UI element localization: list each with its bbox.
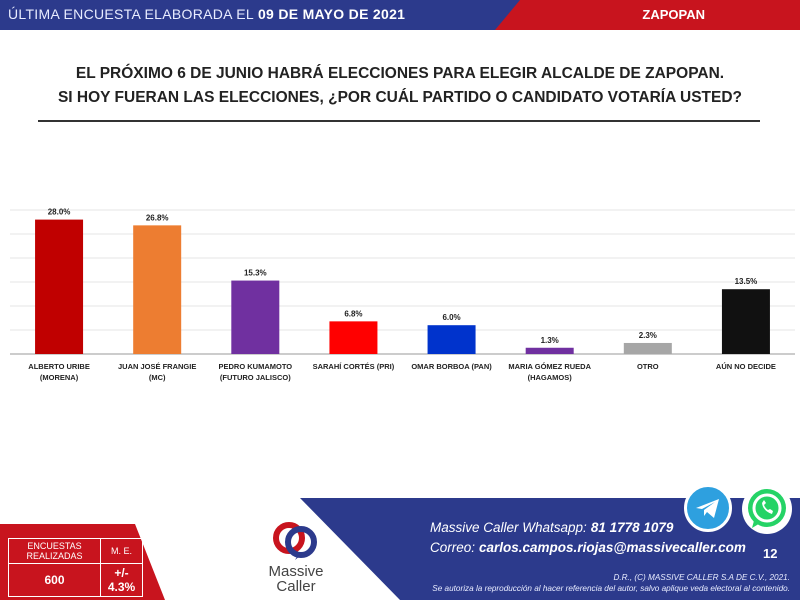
stats-surveys-header: ENCUESTAS REALIZADAS [8, 538, 101, 564]
survey-date-label: ÚLTIMA ENCUESTA ELABORADA EL 09 DE MAYO D… [8, 6, 405, 22]
category-label: ALBERTO URIBE [28, 362, 90, 371]
contact-info: Massive Caller Whatsapp: 81 1778 1079 Cor… [430, 520, 746, 560]
category-label: (HAGAMOS) [528, 373, 573, 382]
page-number: 12 [763, 546, 778, 561]
bar-value-label: 28.0% [48, 208, 71, 217]
whatsapp-glyph [748, 489, 786, 528]
whatsapp-contact: Massive Caller Whatsapp: 81 1778 1079 [430, 520, 746, 535]
bar [329, 321, 378, 354]
email-label: Correo: [430, 540, 476, 555]
bar-chart: 28.0% ALBERTO URIBE (MORENA) 26.8% JUAN JOSÉ… [10, 208, 795, 382]
category-label: SARAHÍ CORTÉS (PRI) [313, 362, 395, 371]
category-label: JUAN JOSÉ FRANGIE [118, 362, 196, 371]
stats-surveys-value: 600 [8, 563, 101, 597]
bar-value-label: 26.8% [146, 213, 169, 222]
telegram-glyph [696, 499, 719, 518]
survey-date-prefix: ÚLTIMA ENCUESTA ELABORADA EL [8, 6, 254, 22]
bar-value-label: 6.0% [442, 313, 460, 322]
telegram-icon[interactable] [684, 484, 732, 532]
bar-value-label: 6.8% [344, 309, 362, 318]
category-label: (MC) [149, 373, 166, 382]
category-label: (FUTURO JALISCO) [220, 373, 291, 382]
stats-table: ENCUESTAS REALIZADAS M. E. 600 +/- 4.3% [8, 538, 143, 597]
bar [133, 225, 182, 354]
whatsapp-label: Massive Caller Whatsapp: [430, 520, 587, 535]
category-label: PEDRO KUMAMOTO [219, 362, 293, 371]
legal-line-1: D.R., (C) MASSIVE CALLER S.A DE C.V., 20… [613, 573, 790, 582]
category-label: MARIA GÓMEZ RUEDA [508, 362, 591, 371]
region-label: ZAPOPAN [642, 7, 705, 22]
category-label: AÚN NO DECIDE [716, 362, 776, 371]
bar-value-label: 2.3% [639, 331, 657, 340]
bar [623, 342, 672, 354]
whatsapp-number: 81 1778 1079 [590, 520, 674, 535]
question-line-1: EL PRÓXIMO 6 DE JUNIO HABRÁ ELECCIONES P… [75, 65, 725, 82]
stats-margin-value: +/- 4.3% [100, 563, 143, 597]
category-label: OTRO [637, 362, 659, 371]
whatsapp-icon[interactable] [742, 484, 792, 534]
bar-value-label: 13.5% [735, 277, 758, 286]
legal-line-2: Se autoriza la reproducción al hacer ref… [432, 584, 790, 593]
bar-value-label: 1.3% [541, 336, 559, 345]
logo-text-line-2: Caller [276, 578, 316, 595]
massive-caller-logo: Massive Caller [246, 520, 346, 600]
survey-question: EL PRÓXIMO 6 DE JUNIO HABRÁ ELECCIONES P… [0, 62, 800, 110]
bar [231, 280, 280, 354]
bar [35, 219, 84, 354]
email-address: carlos.campos.riojas@massivecaller.com [479, 540, 746, 555]
stats-margin-header: M. E. [100, 538, 143, 564]
category-label: (MORENA) [40, 373, 79, 382]
logo-text: Massive Caller [246, 564, 346, 594]
bar-value-label: 15.3% [244, 269, 267, 278]
bar [721, 289, 770, 354]
category-label: OMAR BORBOA (PAN) [411, 362, 492, 371]
survey-date: 09 DE MAYO DE 2021 [257, 6, 406, 22]
logo-icon [273, 522, 317, 560]
question-line-2: SI HOY FUERAN LAS ELECCIONES, ¿POR CUÁL … [57, 89, 743, 106]
top-bar-accent [495, 0, 800, 30]
bar [525, 347, 574, 354]
legal-notice: D.R., (C) MASSIVE CALLER S.A DE C.V., 20… [432, 572, 790, 594]
logo-text-line-1: Massive [268, 563, 324, 580]
title-divider [38, 120, 760, 122]
email-contact: Correo: carlos.campos.riojas@massivecalle… [430, 540, 746, 555]
bar [427, 325, 476, 354]
